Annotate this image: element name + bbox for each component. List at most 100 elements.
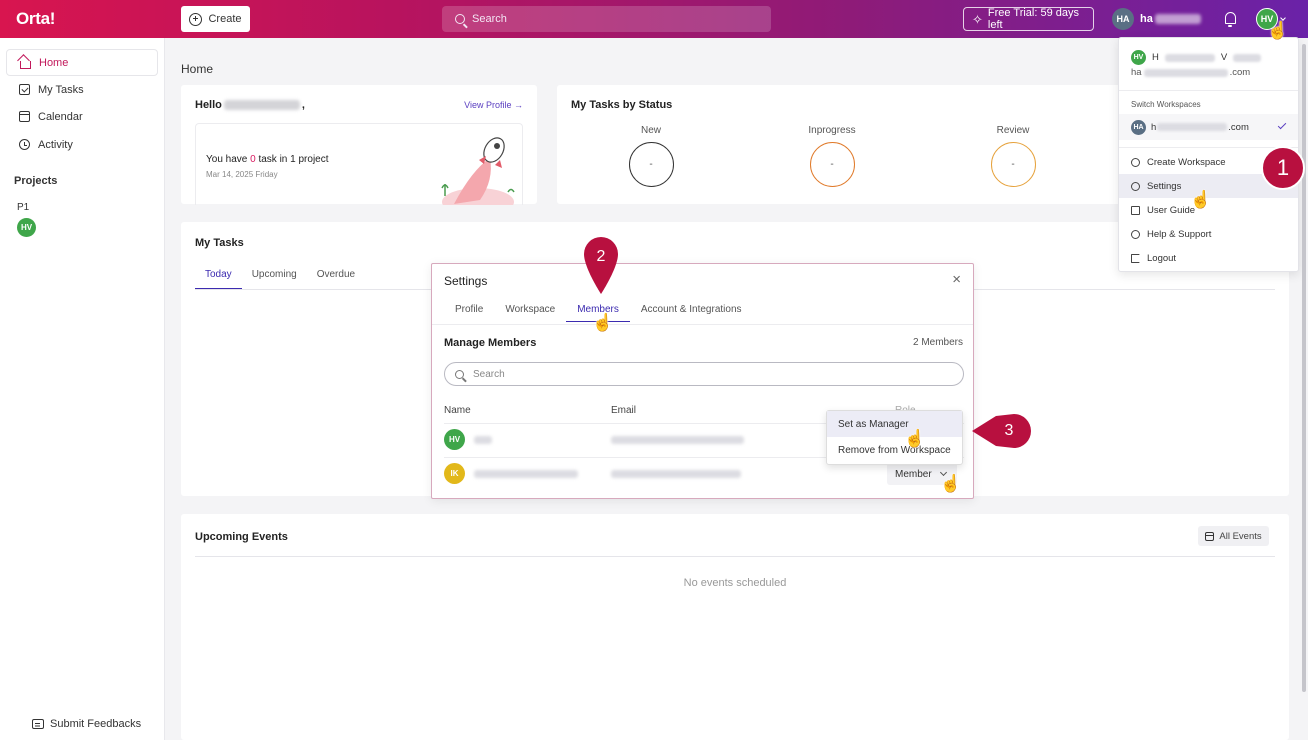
redacted-name — [1233, 53, 1262, 62]
create-button[interactable]: Create — [181, 6, 250, 32]
empty-events-text: No events scheduled — [683, 577, 787, 589]
settings-tabs: Profile Workspace Members Account & Inte… — [444, 304, 753, 322]
redacted-name — [1164, 53, 1215, 62]
global-search-input[interactable]: Search — [442, 6, 771, 32]
close-icon[interactable]: × — [952, 271, 961, 288]
status-inprogress: Inprogress - — [792, 125, 872, 187]
home-icon — [20, 60, 31, 69]
project-name[interactable]: P1 — [17, 202, 30, 213]
plus-circle-icon — [1131, 157, 1140, 167]
bell-icon[interactable] — [1225, 12, 1236, 27]
gear-icon — [1131, 181, 1140, 191]
tab-account-integrations[interactable]: Account & Integrations — [640, 304, 742, 315]
menu-item-label: Help & Support — [1147, 228, 1212, 240]
workspace-user-chip[interactable]: HA ha — [1112, 8, 1201, 30]
modal-title: Settings — [444, 274, 488, 288]
hand-cursor-icon: ☝ — [1190, 190, 1212, 209]
workspace-item[interactable]: HA h .com — [1119, 114, 1298, 140]
column-email: Email — [611, 405, 637, 416]
account-menu-button[interactable]: HV — [1256, 8, 1286, 30]
set-as-manager-option[interactable]: Set as Manager — [827, 411, 962, 437]
status-review: Review - — [973, 125, 1053, 187]
redacted-email — [1143, 68, 1228, 77]
workspace-avatar: HA — [1131, 119, 1146, 135]
view-profile-link[interactable]: View Profile → — [464, 100, 523, 110]
name-initial: H — [1152, 52, 1159, 63]
tab-today[interactable]: Today — [195, 264, 242, 289]
redacted-member-email — [611, 470, 741, 478]
sidebar-item-activity[interactable]: Activity — [6, 131, 158, 158]
app-logo[interactable]: Orta! — [16, 9, 56, 28]
sidebar-item-my-tasks[interactable]: My Tasks — [6, 76, 158, 103]
greeting-suffix: , — [301, 99, 305, 111]
member-count: 2 Members — [912, 337, 963, 348]
task-count: 0 — [250, 154, 256, 165]
events-divider — [195, 556, 1275, 557]
events-title: Upcoming Events — [195, 531, 288, 543]
logout-item[interactable]: Logout — [1119, 246, 1298, 270]
sidebar-item-calendar[interactable]: Calendar — [6, 103, 158, 130]
member-search-input[interactable]: Search — [444, 362, 964, 386]
menu-divider — [1119, 90, 1298, 91]
step-2-label: 2 — [596, 248, 606, 265]
tab-overdue[interactable]: Overdue — [316, 269, 356, 280]
status-label: New — [640, 125, 661, 136]
search-icon — [455, 369, 464, 379]
redacted-workspace — [1157, 123, 1228, 131]
task-summary-box: You have 0 task in 1 project Mar 14, 202… — [195, 123, 523, 205]
redacted-member-name — [474, 436, 492, 444]
sidebar: Home My Tasks Calendar Activity Projects… — [0, 38, 165, 740]
project-member-avatar[interactable]: HV — [17, 218, 36, 237]
hello-heading: Hello , — [195, 99, 305, 111]
email-prefix: ha — [1131, 67, 1142, 78]
task-summary-text: You have 0 task in 1 project — [206, 154, 329, 165]
tab-upcoming[interactable]: Upcoming — [251, 269, 297, 280]
all-events-button[interactable]: All Events — [1198, 526, 1269, 546]
workspace-prefix: h — [1151, 121, 1157, 133]
tab-profile[interactable]: Profile — [455, 304, 484, 315]
trial-label: Free Trial: 59 days left — [987, 7, 1079, 31]
page-scrollbar[interactable] — [1302, 44, 1306, 692]
task-date: Mar 14, 2025 Friday — [206, 170, 278, 179]
sidebar-item-home[interactable]: Home — [6, 49, 158, 76]
create-workspace-item[interactable]: Create Workspace — [1119, 150, 1298, 174]
submit-feedback-button[interactable]: Submit Feedbacks — [32, 718, 141, 730]
free-trial-button[interactable]: ✧ Free Trial: 59 days left — [963, 7, 1094, 31]
tab-members[interactable]: Members — [566, 304, 630, 322]
user-avatar: HA — [1112, 8, 1134, 30]
row-divider — [444, 423, 964, 424]
search-placeholder: Search — [472, 13, 507, 25]
redacted-name — [223, 100, 300, 110]
remove-from-workspace-option[interactable]: Remove from Workspace — [838, 444, 951, 456]
tab-workspace[interactable]: Workspace — [505, 304, 556, 315]
user-guide-item[interactable]: User Guide — [1119, 198, 1298, 222]
message-icon — [32, 719, 44, 729]
top-bar: Orta! Create Search ✧ Free Trial: 59 day… — [0, 0, 1308, 38]
status-label: Inprogress — [808, 125, 856, 136]
row-divider — [444, 457, 964, 458]
help-support-item[interactable]: Help & Support — [1119, 222, 1298, 246]
my-tasks-title: My Tasks — [195, 237, 244, 249]
step-2-pin — [584, 237, 618, 294]
status-label: Review — [996, 125, 1030, 136]
all-events-label: All Events — [1219, 530, 1262, 542]
calendar-icon — [1205, 531, 1215, 541]
status-title: My Tasks by Status — [571, 99, 673, 111]
sidebar-item-label: Activity — [38, 138, 73, 151]
tabs-divider — [432, 324, 973, 325]
checkbox-icon — [19, 84, 30, 95]
hand-cursor-icon: ☝ — [1267, 21, 1289, 40]
task-suffix: task in 1 project — [255, 154, 329, 165]
hand-cursor-icon: ☝ — [904, 429, 926, 448]
role-dropdown[interactable]: Member — [887, 463, 957, 485]
search-placeholder: Search — [473, 368, 505, 380]
create-label: Create — [208, 13, 242, 25]
search-icon — [455, 14, 465, 24]
member-avatar: HV — [444, 429, 465, 450]
column-name: Name — [444, 405, 471, 416]
check-icon — [1277, 120, 1287, 130]
redacted-member-email — [611, 436, 744, 444]
logout-icon — [1131, 253, 1140, 263]
menu-item-label: User Guide — [1147, 204, 1196, 216]
help-icon — [1131, 229, 1140, 239]
